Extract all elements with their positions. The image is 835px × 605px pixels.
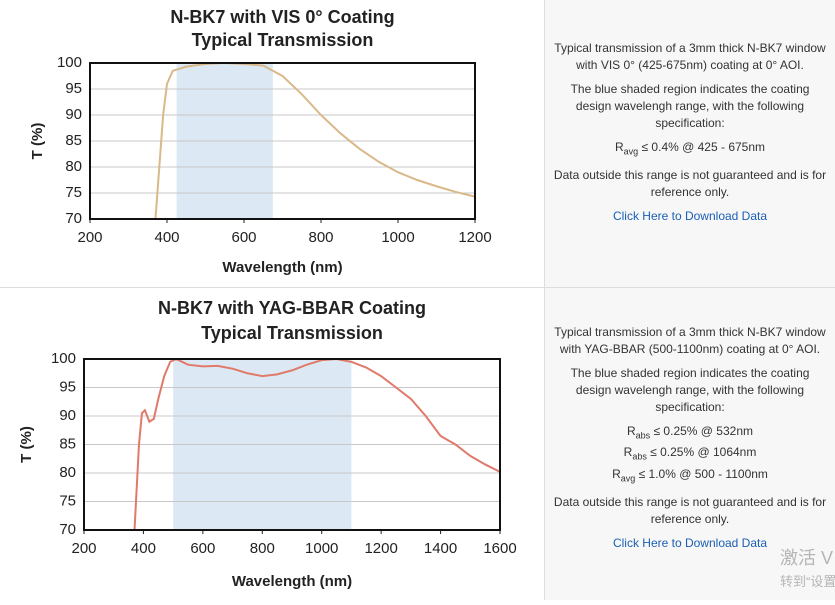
download-link[interactable]: Click Here to Download Data (612, 209, 768, 224)
watermark: 激活 V (780, 548, 834, 568)
spec-symbol: R (612, 466, 621, 481)
x-tick-label: 800 (308, 229, 333, 246)
transmission-line (133, 357, 501, 531)
y-tick-label: 100 (51, 350, 76, 367)
spec-subscript: avg (620, 473, 636, 484)
spec-subscript: abs (632, 451, 647, 462)
spec-symbol: R (623, 445, 633, 460)
disclaimer: Data outside this range is not guarantee… (553, 495, 827, 527)
chart-title: N-BK7 with YAG-BBAR Coating (158, 298, 426, 318)
x-tick-label: 600 (231, 229, 256, 246)
y-axis-label: T (%) (29, 123, 46, 160)
x-tick-label: 1000 (381, 229, 414, 246)
intro-text: Typical transmission of a 3mm thick N-BK… (554, 325, 826, 356)
y-tick-label: 90 (65, 106, 82, 123)
disclaimer: Data outside this range is not guarantee… (553, 168, 827, 200)
shading-note: The blue shaded region indicates the coa… (570, 366, 810, 414)
x-tick-label: 400 (131, 540, 156, 557)
spec-subscript: avg (623, 146, 639, 157)
spec-text: ≤ 1.0% @ 500 - 1100nm (638, 466, 768, 481)
y-tick-label: 70 (65, 210, 82, 227)
x-tick-label: 1200 (364, 540, 397, 557)
y-tick-label: 75 (59, 492, 76, 509)
intro-text: Typical transmission of a 3mm thick N-BK… (554, 41, 826, 72)
watermark: 转到“设置 (780, 574, 835, 589)
y-tick-label: 70 (59, 521, 76, 538)
spec-line: Rabs ≤ 0.25% @ 1064nm (553, 444, 827, 465)
chart: N-BK7 with YAG-BBAR Coating Typical Trans… (18, 298, 517, 590)
y-tick-label: 95 (59, 378, 76, 395)
chart-cell: N-BK7 with YAG-BBAR Coating Typical Trans… (0, 288, 545, 600)
x-axis-label: Wavelength (nm) (232, 573, 352, 590)
y-tick-label: 95 (65, 80, 82, 97)
spec-symbol: R (614, 140, 624, 154)
spec-symbol: R (626, 424, 636, 438)
x-axis-label: Wavelength (nm) (222, 259, 342, 276)
x-tick-label: 1000 (305, 540, 338, 557)
spec-list: Ravg ≤ 0.4% @ 425 - 675nm (553, 139, 827, 160)
y-tick-label: 85 (65, 132, 82, 149)
x-tick-label: 400 (154, 229, 179, 246)
product-row: N-BK7 with YAG-BBAR Coating Typical Trans… (0, 288, 835, 600)
x-tick-label: 1200 (458, 229, 491, 246)
y-tick-label: 90 (59, 407, 76, 424)
description-panel: Typical transmission of a 3mm thick N-BK… (545, 288, 835, 600)
spec-line: Ravg ≤ 0.4% @ 425 - 675nm (553, 139, 827, 160)
download-link[interactable]: Click Here to Download Data (612, 536, 768, 551)
chart-cell: N-BK7 with VIS 0° Coating Typical Transmi… (0, 0, 545, 287)
x-tick-label: 1600 (483, 540, 516, 557)
y-tick-label: 85 (59, 435, 76, 452)
x-tick-label: 800 (250, 540, 275, 557)
chart-subtitle: Typical Transmission (192, 30, 374, 50)
spec-text: ≤ 0.25% @ 532nm (653, 424, 754, 438)
description-panel: Typical transmission of a 3mm thick N-BK… (545, 0, 835, 287)
y-tick-label: 80 (65, 158, 82, 175)
chart-subtitle: Typical Transmission (201, 323, 383, 343)
chart-title: N-BK7 with VIS 0° Coating (170, 7, 394, 27)
spec-text: ≤ 0.4% @ 425 - 675nm (641, 140, 766, 154)
y-axis-label: T (%) (18, 426, 35, 463)
spec-list: Rabs ≤ 0.25% @ 532nm Rabs ≤ 0.25% @ 1064n… (553, 423, 827, 487)
plot-frame (89, 62, 476, 220)
x-tick-label: 200 (71, 540, 96, 557)
spec-line: Ravg ≤ 1.0% @ 500 - 1100nm (553, 466, 827, 487)
y-tick-label: 100 (57, 54, 82, 71)
spec-line: Rabs ≤ 0.25% @ 532nm (553, 423, 827, 444)
x-tick-label: 200 (77, 229, 102, 246)
x-tick-label: 1400 (424, 540, 457, 557)
y-tick-label: 75 (65, 184, 82, 201)
product-row: N-BK7 with VIS 0° Coating Typical Transmi… (0, 0, 835, 288)
spec-subscript: abs (635, 430, 651, 441)
shading-note: The blue shaded region indicates the coa… (570, 82, 810, 130)
transmission-line (154, 61, 476, 220)
x-tick-label: 600 (190, 540, 215, 557)
y-tick-label: 80 (59, 464, 76, 481)
plot-frame (83, 358, 501, 531)
spec-text: ≤ 0.25% @ 1064nm (650, 445, 757, 460)
chart: N-BK7 with VIS 0° Coating Typical Transmi… (29, 7, 492, 276)
